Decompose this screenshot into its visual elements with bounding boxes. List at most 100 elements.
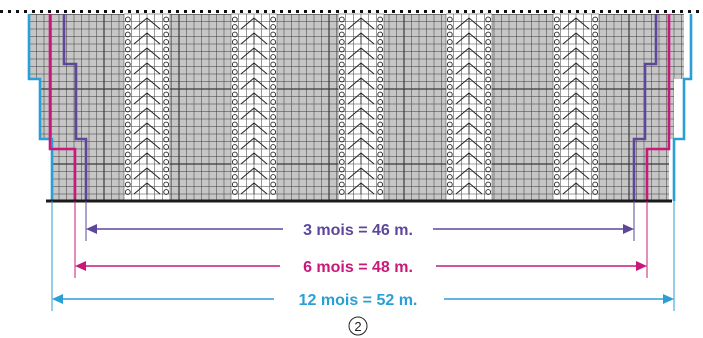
yarn-over-icon xyxy=(592,166,599,173)
yarn-over-icon xyxy=(377,159,384,165)
arrow-left-icon xyxy=(86,224,97,234)
yarn-over-icon xyxy=(338,91,345,98)
yarn-over-icon xyxy=(446,151,453,158)
lace-panel-5 xyxy=(552,13,600,201)
yarn-over-icon xyxy=(553,69,560,75)
yarn-over-icon xyxy=(338,54,345,60)
yarn-over-icon xyxy=(446,99,453,105)
arrow-right-icon xyxy=(636,261,647,271)
yarn-over-icon xyxy=(553,46,560,53)
svg-text:6 mois = 48 m.: 6 mois = 48 m. xyxy=(303,259,413,276)
yarn-over-icon xyxy=(124,76,131,83)
yarn-over-icon xyxy=(485,166,492,173)
yarn-over-icon xyxy=(592,136,599,143)
yarn-over-icon xyxy=(485,76,492,83)
yarn-over-icon xyxy=(377,106,384,113)
yarn-over-icon xyxy=(270,121,277,128)
yarn-over-icon xyxy=(163,61,170,68)
yarn-over-icon xyxy=(338,114,345,120)
yarn-over-icon xyxy=(553,39,560,45)
yarn-over-icon xyxy=(124,106,131,113)
yarn-over-icon xyxy=(377,144,384,150)
outline-12-mois-right xyxy=(672,14,693,201)
arrow-right-icon xyxy=(663,294,674,304)
yarn-over-icon xyxy=(485,46,492,53)
yarn-over-icon xyxy=(270,144,277,150)
yarn-over-icon xyxy=(231,99,238,105)
yarn-over-icon xyxy=(270,24,277,30)
yarn-over-icon xyxy=(338,46,345,53)
yarn-over-icon xyxy=(553,189,560,195)
yarn-over-icon xyxy=(592,189,599,195)
yarn-over-icon xyxy=(485,69,492,75)
yarn-over-icon xyxy=(592,99,599,105)
yarn-over-icon xyxy=(163,106,170,113)
yarn-over-icon xyxy=(553,151,560,158)
yarn-over-icon xyxy=(163,189,170,195)
yarn-over-icon xyxy=(446,84,453,90)
yarn-over-icon xyxy=(553,174,560,180)
yarn-over-icon xyxy=(231,114,238,120)
yarn-over-icon xyxy=(446,121,453,128)
yarn-over-icon xyxy=(163,121,170,128)
yarn-over-icon xyxy=(485,99,492,105)
yarn-over-icon xyxy=(338,24,345,30)
yarn-over-icon xyxy=(124,91,131,98)
yarn-over-icon xyxy=(124,151,131,158)
yarn-over-icon xyxy=(270,61,277,68)
yarn-over-icon xyxy=(124,136,131,143)
yarn-over-icon xyxy=(338,166,345,173)
yarn-over-icon xyxy=(377,54,384,60)
yarn-over-icon xyxy=(163,99,170,105)
yarn-over-icon xyxy=(377,61,384,68)
yarn-over-icon xyxy=(124,114,131,120)
yarn-over-icon xyxy=(485,174,492,180)
yarn-over-icon xyxy=(270,39,277,45)
yarn-over-icon xyxy=(338,39,345,45)
yarn-over-icon xyxy=(163,16,170,23)
yarn-over-icon xyxy=(377,16,384,23)
yarn-over-icon xyxy=(377,99,384,105)
yarn-over-icon xyxy=(592,54,599,60)
arrow-left-icon xyxy=(52,294,63,304)
yarn-over-icon xyxy=(231,106,238,113)
yarn-over-icon xyxy=(446,46,453,53)
yarn-over-icon xyxy=(446,106,453,113)
yarn-over-icon xyxy=(124,144,131,150)
yarn-over-icon xyxy=(231,84,238,90)
yarn-over-icon xyxy=(553,24,560,30)
yarn-over-icon xyxy=(446,166,453,173)
yarn-over-icon xyxy=(377,129,384,135)
yarn-over-icon xyxy=(270,31,277,38)
yarn-over-icon xyxy=(163,69,170,75)
yarn-over-icon xyxy=(163,151,170,158)
yarn-over-icon xyxy=(163,129,170,135)
yarn-over-icon xyxy=(124,166,131,173)
yarn-over-icon xyxy=(231,174,238,180)
lace-panel-1 xyxy=(123,13,171,201)
yarn-over-icon xyxy=(446,39,453,45)
yarn-over-icon xyxy=(553,181,560,188)
yarn-over-icon xyxy=(338,16,345,23)
yarn-over-icon xyxy=(592,144,599,150)
outline-6-mois-right xyxy=(645,14,671,201)
outline-6-mois-left xyxy=(48,14,77,201)
yarn-over-icon xyxy=(124,69,131,75)
yarn-over-icon xyxy=(163,39,170,45)
yarn-over-icon xyxy=(270,189,277,195)
yarn-over-icon xyxy=(338,136,345,143)
yarn-over-icon xyxy=(124,99,131,105)
yarn-over-icon xyxy=(553,106,560,113)
yarn-over-icon xyxy=(592,91,599,98)
yarn-over-icon xyxy=(163,46,170,53)
yarn-over-icon xyxy=(270,46,277,53)
yarn-over-icon xyxy=(485,151,492,158)
yarn-over-icon xyxy=(231,69,238,75)
yarn-over-icon xyxy=(446,189,453,195)
yarn-over-icon xyxy=(592,76,599,83)
yarn-over-icon xyxy=(592,159,599,165)
yarn-over-icon xyxy=(485,129,492,135)
yarn-over-icon xyxy=(124,54,131,60)
yarn-over-icon xyxy=(592,174,599,180)
yarn-over-icon xyxy=(446,114,453,120)
